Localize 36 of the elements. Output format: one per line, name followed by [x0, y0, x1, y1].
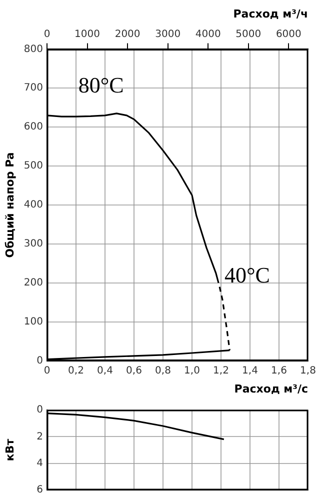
x2-tick-label: 5000	[236, 28, 262, 40]
x-tick-label: 0,2	[68, 365, 84, 376]
y-tick-label: 4	[36, 458, 43, 469]
x2-tick-label: 3000	[155, 28, 181, 40]
y-tick-label: 500	[24, 160, 43, 172]
y-axis-title: Общий напор Pa	[3, 152, 16, 258]
y-tick-label: 2	[36, 431, 43, 442]
x-tick-label: 0,6	[126, 365, 142, 376]
x-axis-title: Расход м³/с	[234, 382, 308, 396]
x-tick-label: 1,4	[242, 365, 258, 376]
x2-tick-label: 1000	[74, 28, 100, 40]
y-axis-title: кВт	[3, 438, 16, 462]
y-tick-label: 800	[24, 44, 43, 55]
x-tick-label: 1,6	[271, 365, 287, 376]
x2-tick-label: 2000	[114, 28, 140, 40]
y-tick-label: 400	[24, 200, 43, 211]
y-tick-label: 200	[24, 277, 43, 288]
x-tick-label: 1,8	[300, 365, 316, 376]
annotation: 80°C	[78, 72, 124, 98]
y-tick-label: 6	[36, 484, 43, 496]
x-tick-label: 1,0	[184, 365, 200, 376]
y-tick-label: 0	[36, 355, 43, 366]
annotation: 40°C	[224, 262, 270, 288]
x-tick-label: 0,4	[97, 365, 113, 376]
y-tick-label: 300	[24, 238, 43, 250]
y-tick-label: 600	[24, 122, 43, 133]
x-tick-label: 1,2	[213, 365, 229, 376]
y-tick-label: 700	[24, 82, 43, 94]
x2-tick-label: 4000	[195, 28, 221, 40]
x2-tick-label: 6000	[276, 28, 302, 40]
x2-tick-label: 0	[44, 28, 50, 40]
x-tick-label: 0	[44, 365, 50, 376]
y-tick-label: 0	[36, 404, 43, 416]
y-tick-label: 100	[24, 316, 43, 328]
x2-axis-title: Расход м³/ч	[233, 7, 308, 20]
x-tick-label: 0,8	[155, 365, 171, 376]
